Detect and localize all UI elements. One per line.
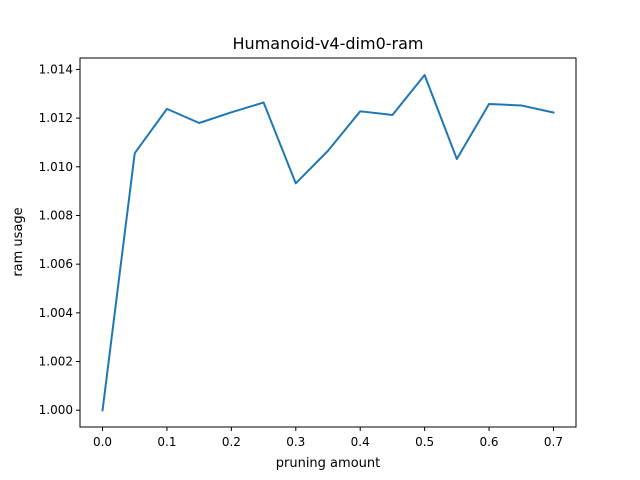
y-tick-label: 1.000 (39, 403, 73, 417)
plot-area: 0.0 0.1 0.2 0.3 0.4 0.5 0.6 0.7 1.000 1.002 1.004… (39, 57, 577, 449)
x-axis-ticks: 0.0 0.1 0.2 0.3 0.4 0.5 0.6 0.7 (93, 427, 563, 449)
chart-title: Humanoid-v4-dim0-ram (233, 34, 424, 53)
y-tick-label: 1.012 (39, 111, 73, 125)
x-tick-label: 0.4 (351, 435, 370, 449)
y-tick-label: 1.008 (39, 208, 73, 222)
y-tick-label: 1.014 (39, 62, 73, 76)
x-tick-label: 0.5 (415, 435, 434, 449)
y-tick-label: 1.004 (39, 306, 73, 320)
y-tick-label: 1.006 (39, 257, 73, 271)
y-axis-label: ram usage (11, 207, 26, 276)
y-tick-label: 1.010 (39, 160, 73, 174)
series-layer (101, 74, 555, 412)
x-tick-label: 0.1 (157, 435, 176, 449)
y-tick-label: 1.002 (39, 355, 73, 369)
x-tick-label: 0.7 (544, 435, 563, 449)
x-tick-label: 0.2 (222, 435, 241, 449)
series-line (101, 74, 555, 412)
plot-frame (79, 57, 577, 428)
x-axis-label: pruning amount (276, 456, 380, 471)
y-axis-ticks: 1.000 1.002 1.004 1.006 1.008 1.010 1.012 1.014 (39, 62, 80, 417)
x-tick-label: 0.0 (93, 435, 112, 449)
x-tick-label: 0.6 (479, 435, 498, 449)
x-tick-label: 0.3 (286, 435, 305, 449)
